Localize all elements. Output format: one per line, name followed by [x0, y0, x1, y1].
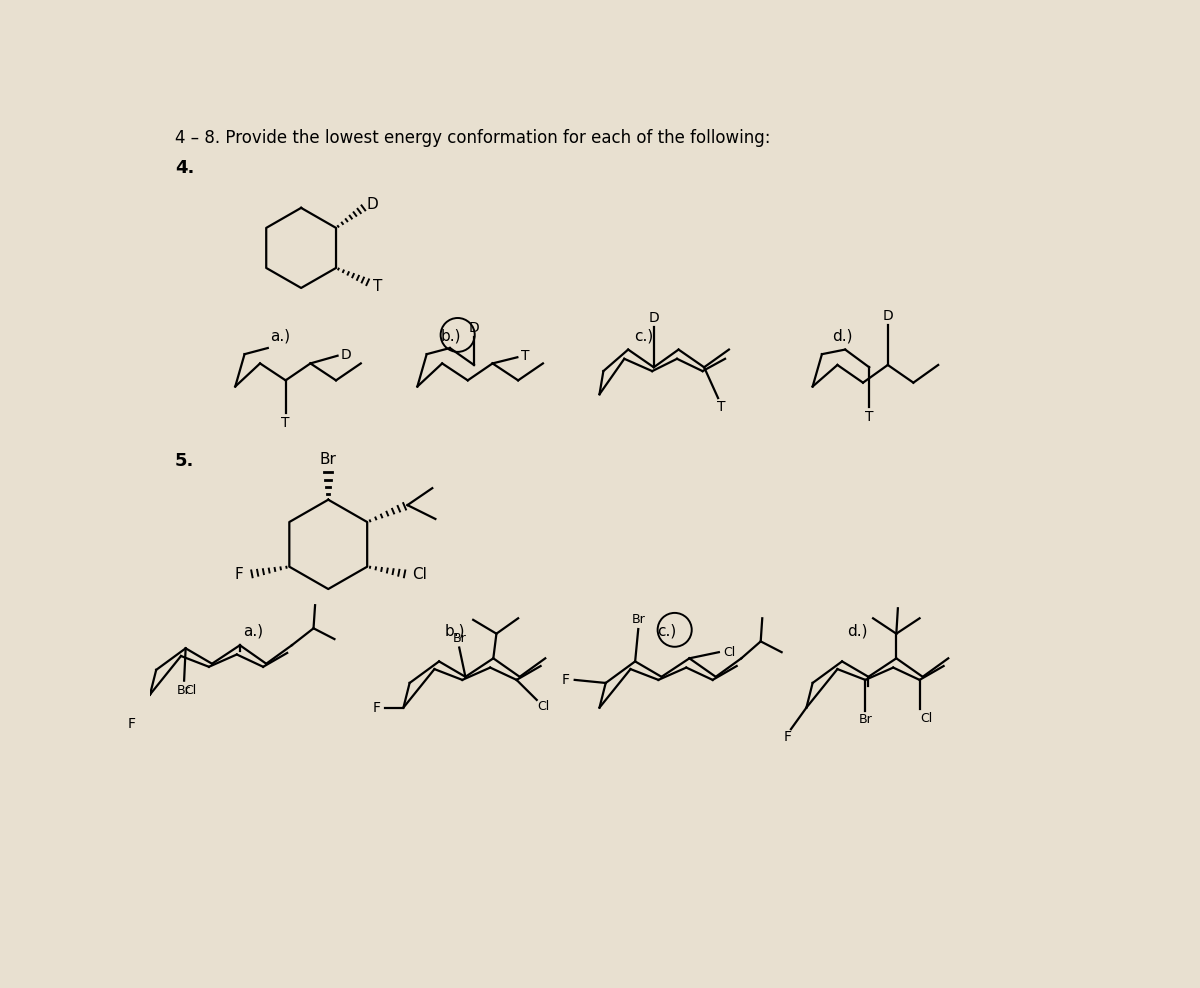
Text: F: F	[562, 673, 570, 687]
Text: D: D	[882, 308, 893, 323]
Text: Cl: Cl	[920, 712, 932, 725]
Text: D: D	[468, 321, 479, 335]
Text: D: D	[341, 348, 352, 362]
Text: T: T	[521, 350, 529, 364]
Text: Cl: Cl	[184, 684, 197, 698]
Text: T: T	[373, 279, 383, 293]
Text: F: F	[234, 567, 244, 582]
Text: T: T	[716, 400, 726, 414]
Text: Br: Br	[452, 631, 466, 645]
Text: F: F	[373, 700, 382, 714]
Text: c.): c.)	[658, 623, 677, 639]
Text: Br: Br	[858, 712, 872, 725]
Text: T: T	[865, 410, 874, 424]
Text: a.): a.)	[270, 329, 290, 344]
Text: D: D	[648, 311, 659, 325]
Text: Cl: Cl	[413, 567, 427, 582]
Text: D: D	[366, 197, 378, 211]
Text: Br: Br	[178, 684, 191, 698]
Text: a.): a.)	[242, 623, 263, 639]
Text: Br: Br	[320, 453, 337, 467]
Text: Cl: Cl	[724, 646, 736, 659]
Text: d.): d.)	[832, 329, 852, 344]
Text: Cl: Cl	[536, 700, 550, 712]
Text: 4 – 8. Provide the lowest energy conformation for each of the following:: 4 – 8. Provide the lowest energy conform…	[175, 128, 770, 146]
Text: b.): b.)	[440, 329, 461, 344]
Text: d.): d.)	[847, 623, 868, 639]
Text: F: F	[784, 730, 792, 744]
Text: 4.: 4.	[175, 159, 194, 178]
Text: c.): c.)	[635, 329, 654, 344]
Text: 5.: 5.	[175, 452, 194, 470]
Text: F: F	[127, 716, 136, 731]
Text: Br: Br	[631, 613, 646, 625]
Text: b.): b.)	[444, 623, 466, 639]
Text: T: T	[281, 416, 290, 430]
